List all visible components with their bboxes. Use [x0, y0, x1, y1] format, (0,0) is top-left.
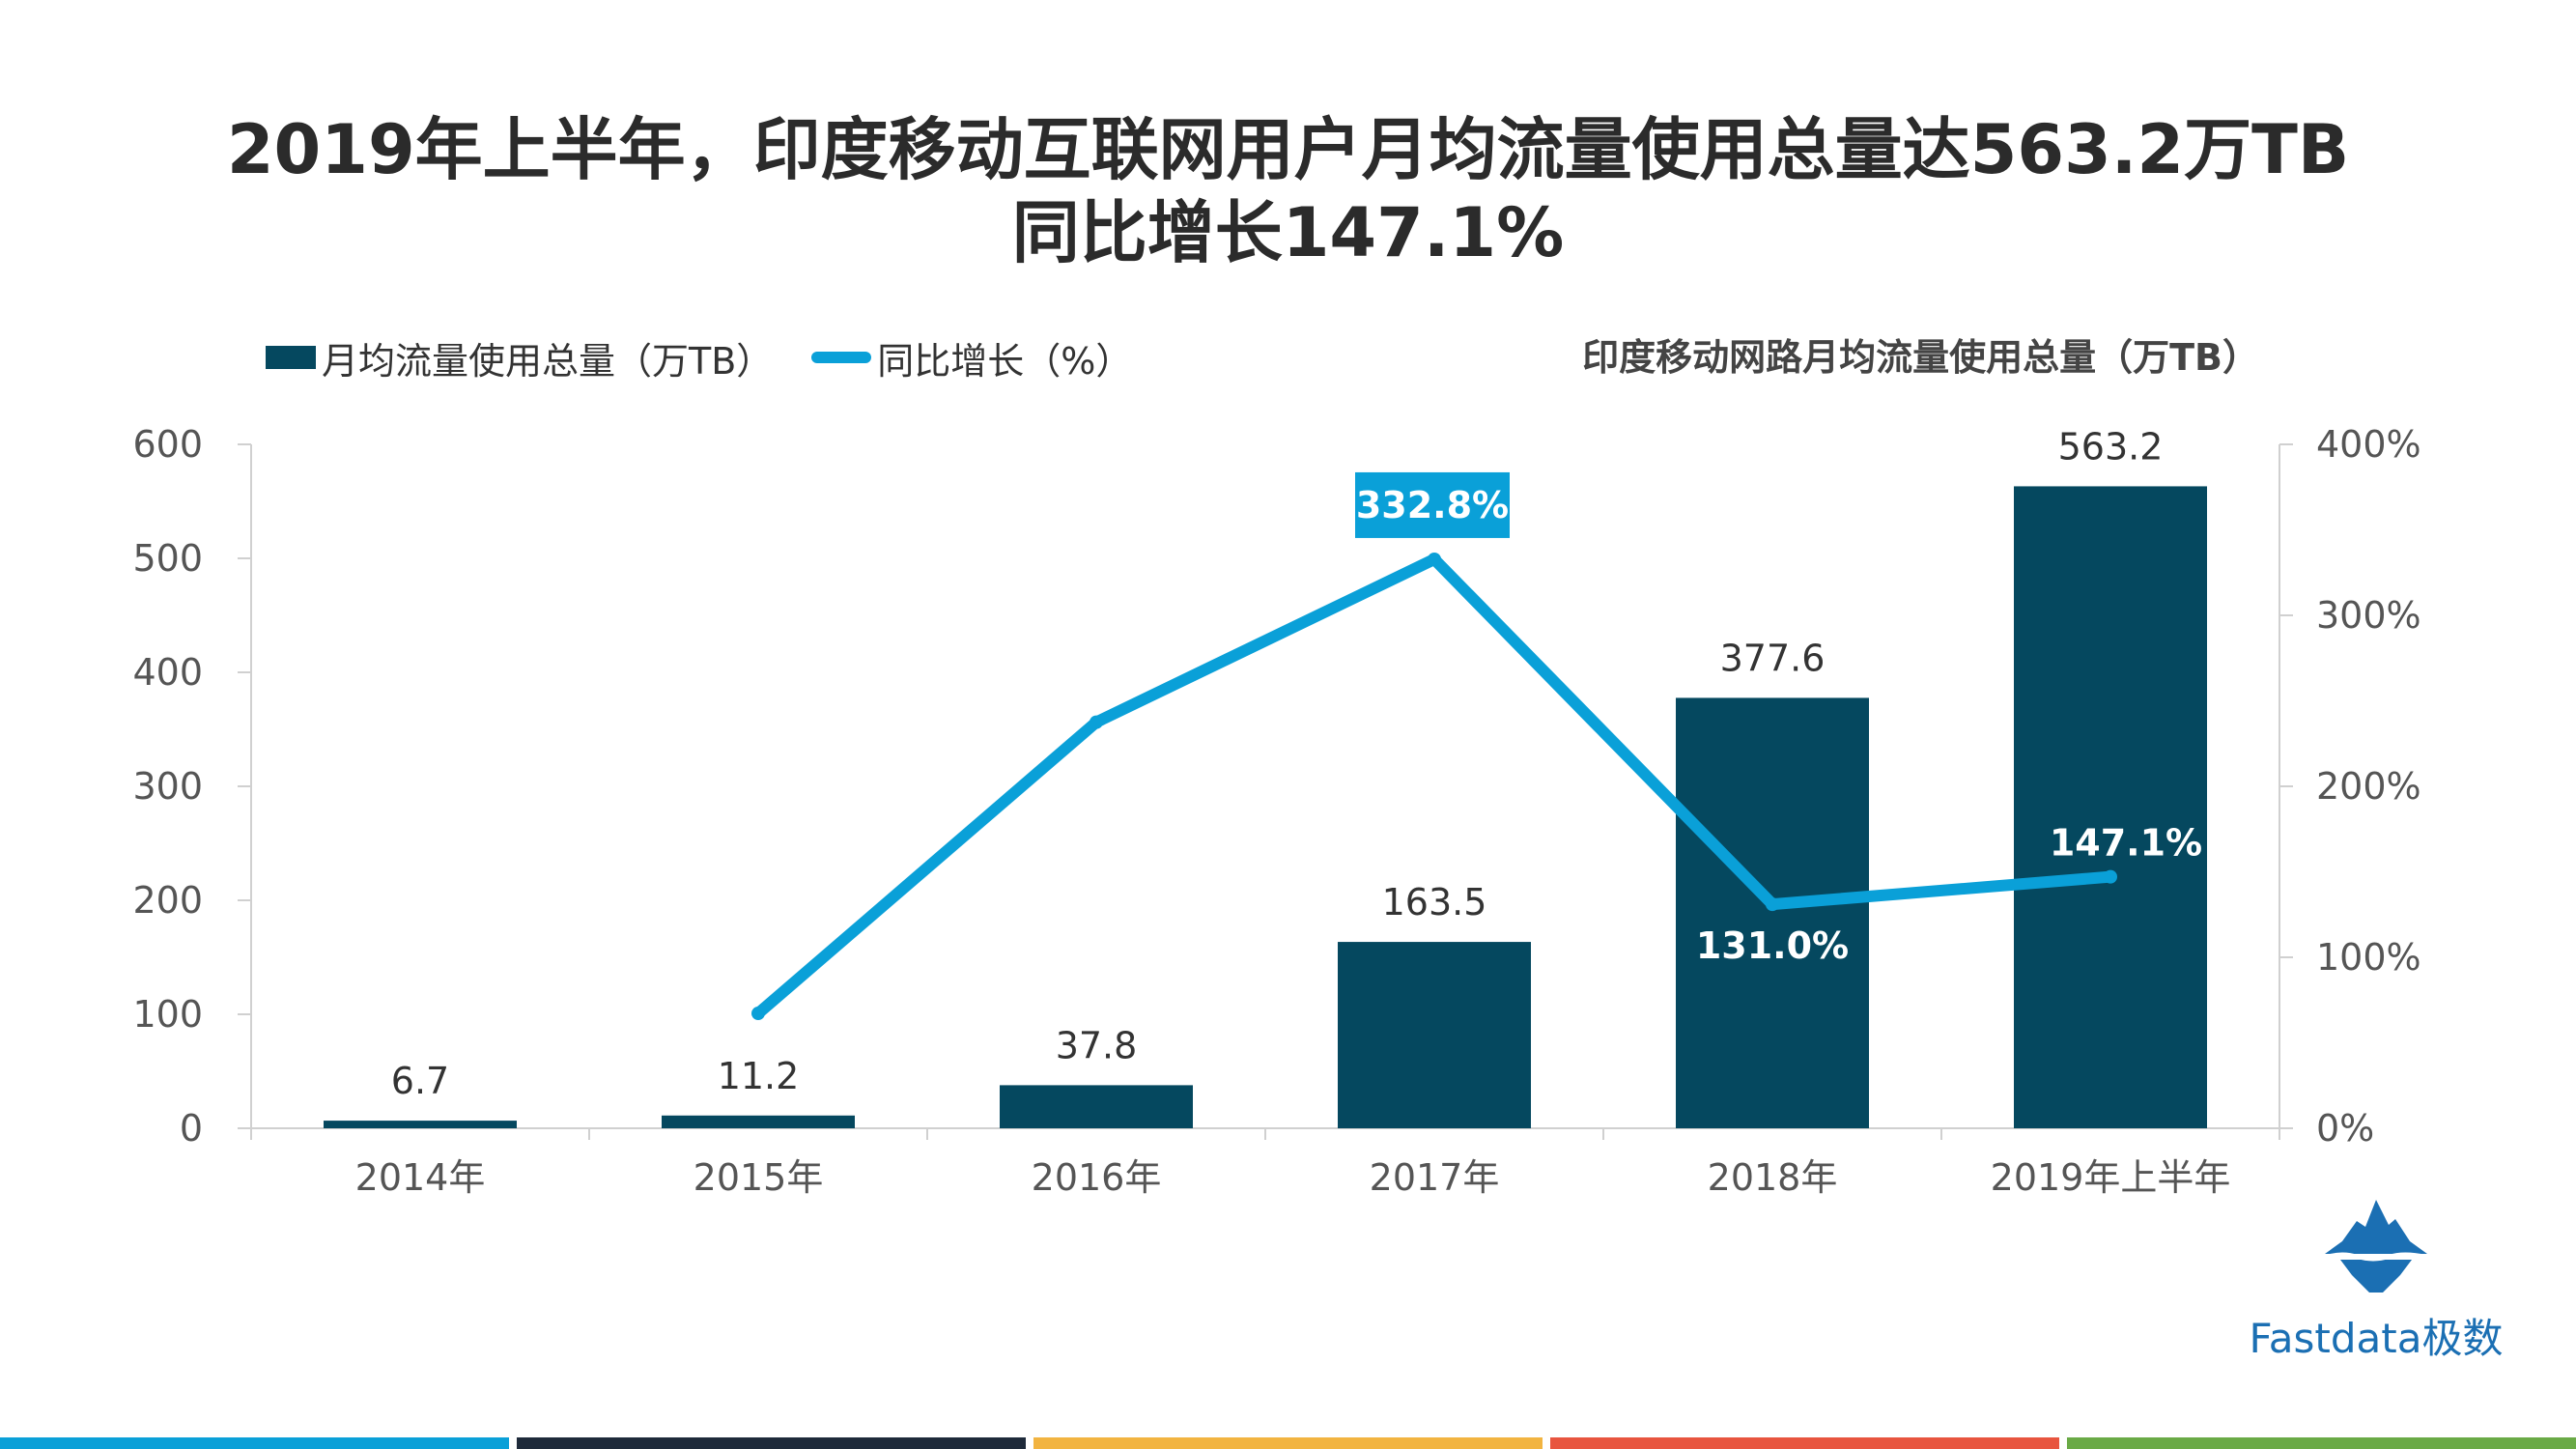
- x-tick-label: 2018年: [1708, 1156, 1838, 1199]
- stripe-3: [1550, 1437, 2059, 1449]
- bar-value-label: 6.7: [391, 1060, 449, 1102]
- bar-value-label: 563.2: [2058, 425, 2164, 468]
- growth-point: [1090, 715, 1103, 729]
- y-left-tick-label: 200: [132, 879, 203, 922]
- growth-point: [2104, 869, 2117, 884]
- legend-line-swatch: [811, 352, 872, 363]
- y-right-tick-label: 0%: [2316, 1107, 2374, 1150]
- right-chart-label: 印度移动网路月均流量使用总量（万TB）: [1582, 336, 2259, 379]
- x-tick-label: 2014年: [355, 1156, 486, 1199]
- x-tick-label: 2019年上半年: [1991, 1156, 2231, 1199]
- y-right-tick-label: 200%: [2316, 765, 2421, 808]
- bar-value-label: 37.8: [1056, 1024, 1138, 1066]
- stripe-0: [0, 1437, 509, 1449]
- x-tick-label: 2016年: [1032, 1156, 1162, 1199]
- y-left-tick-label: 0: [180, 1107, 203, 1150]
- title-line-2: 同比增长147.1%: [1011, 193, 1565, 272]
- y-right-tick-label: 300%: [2316, 594, 2421, 637]
- y-left-tick-label: 500: [132, 537, 203, 580]
- bar: [1338, 942, 1531, 1128]
- bar: [324, 1121, 517, 1128]
- x-tick-label: 2017年: [1370, 1156, 1500, 1199]
- growth-point: [1428, 552, 1441, 566]
- bar-value-label: 377.6: [1720, 637, 1826, 679]
- growth-value-label: 332.8%: [1356, 484, 1509, 526]
- brand-name: Fastdata极数: [2249, 1315, 2504, 1362]
- bar: [1676, 697, 1869, 1128]
- legend-item-bars: 月均流量使用总量（万TB）: [266, 331, 773, 384]
- x-tick-label: 2015年: [694, 1156, 824, 1199]
- title-line-1: 2019年上半年，印度移动互联网用户月均流量使用总量达563.2万TB: [226, 110, 2350, 189]
- y-left-tick-label: 400: [132, 651, 203, 694]
- growth-value-label: 131.0%: [1696, 924, 1849, 967]
- stripe-4: [2067, 1437, 2576, 1449]
- growth-point: [1766, 897, 1779, 912]
- legend-line-label: 同比增长（%）: [877, 339, 1133, 383]
- stripe-1: [517, 1437, 1026, 1449]
- brand-logo: Fastdata极数: [2222, 1198, 2531, 1365]
- chart-title: 2019年上半年，印度移动互联网用户月均流量使用总量达563.2万TB 同比增长…: [0, 108, 2576, 274]
- bar-value-label: 11.2: [718, 1055, 800, 1097]
- bottom-color-stripes: [0, 1437, 2576, 1449]
- y-left-tick-label: 300: [132, 765, 203, 808]
- y-right-tick-label: 100%: [2316, 936, 2421, 979]
- y-left-tick-label: 600: [132, 423, 203, 466]
- iceberg-icon: [2325, 1200, 2427, 1293]
- legend-bar-swatch: [266, 346, 316, 369]
- bar: [1000, 1085, 1193, 1128]
- y-left-tick-label: 100: [132, 993, 203, 1036]
- bar: [662, 1115, 855, 1128]
- legend-bar-label: 月均流量使用总量（万TB）: [322, 339, 774, 383]
- growth-label-box: [1355, 471, 1510, 538]
- y-right-tick-label: 400%: [2316, 423, 2421, 466]
- stripe-2: [1033, 1437, 1543, 1449]
- growth-point: [751, 1007, 765, 1021]
- bar-value-label: 163.5: [1382, 881, 1487, 923]
- bar: [2014, 486, 2207, 1128]
- legend-item-line: 同比增长（%）: [811, 331, 1132, 384]
- growth-value-label: 147.1%: [2050, 822, 2202, 865]
- legend: 月均流量使用总量（万TB） 同比增长（%）: [266, 331, 1171, 384]
